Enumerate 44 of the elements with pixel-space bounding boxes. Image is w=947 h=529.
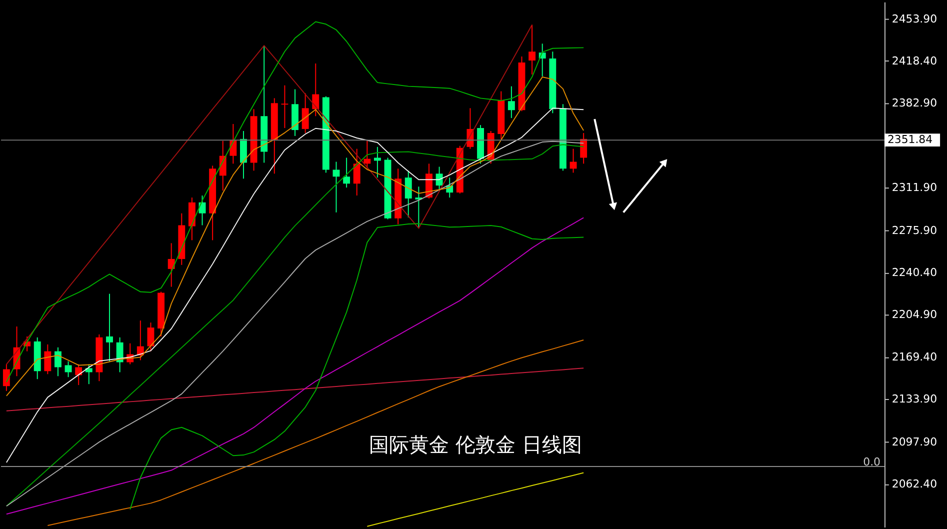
candlestick <box>64 360 72 378</box>
candlestick <box>230 123 237 164</box>
candlestick <box>374 146 381 178</box>
line-series <box>6 217 584 515</box>
y-tick-label: 2240.40 <box>892 266 938 279</box>
y-tick-label: 2275.90 <box>892 224 938 237</box>
candlestick <box>75 364 82 386</box>
y-tick-label: 2169.40 <box>892 350 938 364</box>
candlestick <box>364 140 371 170</box>
candlestick <box>332 161 340 213</box>
y-tick-label: 2062.40 <box>892 478 938 491</box>
candlestick <box>240 130 247 180</box>
line-series <box>130 223 584 510</box>
candlestick <box>54 346 62 377</box>
candlestick <box>281 84 288 129</box>
candlestick <box>44 344 52 375</box>
candlestick <box>147 322 154 352</box>
candlestick <box>106 293 113 362</box>
ref-line-label: 2351.84 <box>887 133 933 146</box>
y-tick-label: 2204.90 <box>892 308 938 322</box>
y-tick-label: 2133.90 <box>892 392 938 406</box>
line-series <box>366 472 584 527</box>
line-series <box>6 368 584 412</box>
candlestick <box>343 157 350 188</box>
candlestick <box>353 148 360 196</box>
candlestick <box>168 242 175 288</box>
y-tick-label: 2382.90 <box>892 96 938 110</box>
annotation: 国际黄金 伦敦金 日线图 <box>369 434 582 457</box>
candlestick <box>436 166 443 192</box>
candlestick <box>508 86 515 119</box>
text: 0.0 <box>863 456 881 469</box>
candlestick <box>404 170 412 218</box>
y-tick-label: 2453.90 <box>892 12 938 26</box>
y-tick-label: 2311.90 <box>892 181 938 194</box>
line-series <box>6 108 584 464</box>
line-series <box>6 76 584 396</box>
candlestick <box>312 62 320 117</box>
candlestick <box>302 92 309 134</box>
y-tick-label: 2418.40 <box>892 54 938 68</box>
y-tick-label: 2097.90 <box>892 435 938 448</box>
candlestick <box>2 364 10 392</box>
candlestick <box>528 24 536 75</box>
line-series <box>47 340 584 526</box>
candlestick <box>188 197 196 241</box>
